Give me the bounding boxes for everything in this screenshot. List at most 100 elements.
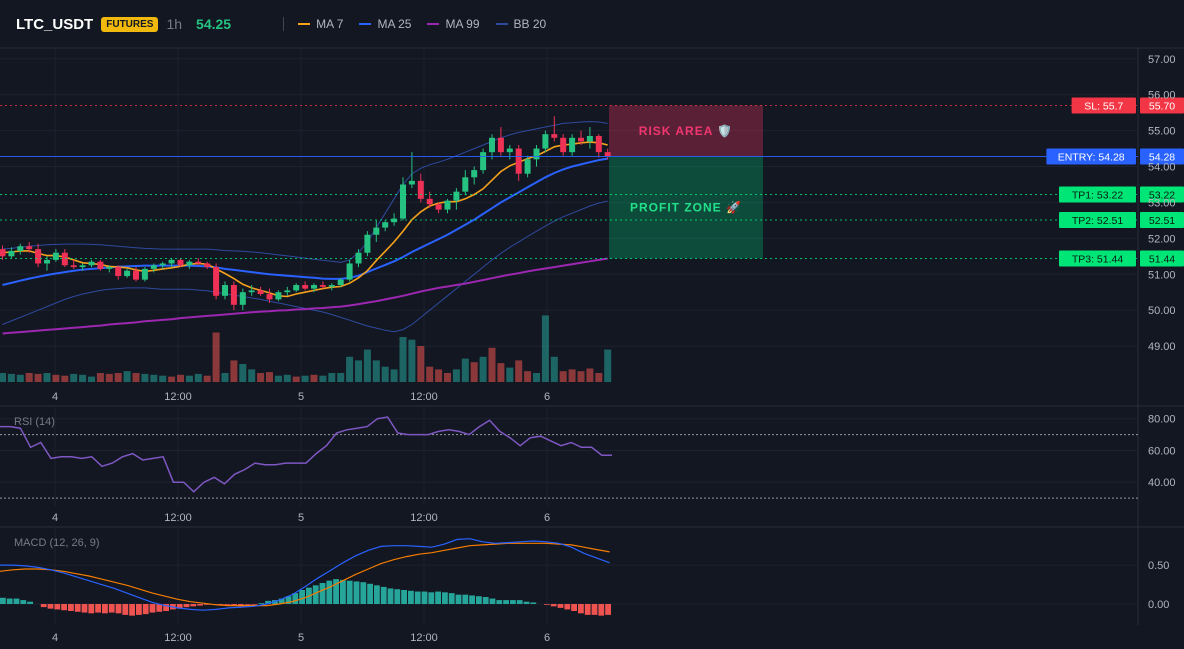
legend-ma7-swatch (298, 23, 311, 25)
volume-layer (0, 315, 612, 382)
macd-line (0, 538, 610, 611)
macd-histogram-bar (353, 581, 360, 604)
price-tick-label: 57.00 (1148, 54, 1176, 66)
level-price-label: 53.22 (1149, 190, 1175, 202)
macd-histogram-bar (190, 604, 197, 607)
candle-body (248, 290, 255, 293)
macd-histogram-bar (523, 601, 530, 604)
candle-body (275, 292, 282, 300)
volume-bar (292, 376, 300, 382)
volume-bar (479, 356, 487, 382)
macd-histogram-bar (503, 600, 509, 604)
volume-bar (577, 371, 585, 382)
macd-histogram-bar (571, 604, 577, 611)
volume-bar (88, 376, 95, 382)
volume-bar (203, 375, 211, 382)
timeframe-label[interactable]: 1h (166, 16, 183, 32)
macd-histogram-bar (380, 586, 387, 604)
macd-histogram-bar (231, 604, 237, 606)
candle-body (44, 259, 50, 264)
candle-body (578, 137, 584, 142)
macd-histogram-bar (74, 604, 81, 612)
volume-bar (230, 360, 238, 382)
macd-histogram-bar (408, 590, 414, 604)
rsi-pane: 80.00 60.00 40.00 RSI (14) (0, 414, 1176, 499)
x-tick-label: 12:00 (164, 391, 192, 403)
macd-histogram-bar (115, 604, 122, 614)
legend-ma99-swatch (427, 23, 440, 25)
bb-upper-line (2, 121, 608, 263)
volume-bar (248, 369, 256, 382)
x-tick-label: 6 (544, 512, 550, 524)
volume-bar (381, 366, 389, 382)
candle-body (79, 265, 86, 268)
candle-body (480, 152, 487, 171)
legend-bb20-swatch (495, 23, 508, 25)
candle-body (417, 180, 424, 199)
volume-bar (132, 373, 140, 382)
legend-ma25-swatch (359, 23, 372, 25)
macd-histogram-bar (557, 604, 564, 608)
macd-histogram-bar (129, 604, 135, 616)
volume-bar (257, 373, 265, 382)
volume-bar (595, 373, 603, 382)
price-tick-label: 53.00 (1148, 197, 1176, 209)
candle-body (586, 135, 593, 142)
candle-body (239, 292, 246, 305)
rsi-tick-label: 40.00 (1148, 477, 1176, 489)
macd-histogram-bar (149, 604, 156, 613)
risk-area-label: RISK AREA 🛡️ (639, 124, 733, 138)
volume-bar (105, 373, 113, 382)
level-price-label: 52.51 (1149, 215, 1175, 227)
macd-histogram-bar (108, 604, 115, 613)
macd-histogram-bar (251, 604, 258, 605)
legend-ma7[interactable]: MA 7 (298, 17, 343, 31)
candle-body (346, 263, 353, 280)
volume-bar (408, 339, 416, 382)
header-divider (283, 17, 285, 31)
candle-body (177, 259, 184, 266)
legend-bb20[interactable]: BB 20 (495, 17, 546, 31)
symbol-name[interactable]: LTC_USDT (16, 15, 94, 33)
x-tick-label: 4 (52, 391, 58, 403)
macd-tick-label: 0.00 (1148, 599, 1169, 611)
candle-body (26, 246, 33, 250)
volume-bar (550, 356, 558, 382)
legend-ma99-label: MA 99 (445, 17, 480, 31)
candle-body (551, 134, 558, 138)
candle-body (462, 177, 469, 192)
legend-ma25-label: MA 25 (377, 17, 412, 31)
macd-histogram-bar (224, 604, 231, 605)
candle-body (560, 137, 567, 153)
candle-body (533, 148, 540, 160)
volume-bar (426, 366, 434, 382)
macd-histogram-bar (217, 604, 224, 605)
macd-histogram-bar (204, 604, 210, 605)
candle-body (453, 191, 460, 201)
candle-body (61, 252, 68, 266)
candle-body (230, 285, 237, 305)
volume-bar (274, 375, 282, 382)
legend-ma99[interactable]: MA 99 (427, 17, 480, 31)
profit-zone-label: PROFIT ZONE 🚀 (630, 200, 742, 214)
macd-histogram-bar (176, 604, 183, 609)
candle-body (115, 267, 122, 277)
macd-histogram-bar (530, 602, 537, 604)
legend-ma25[interactable]: MA 25 (359, 17, 411, 31)
price-tick-label: 49.00 (1148, 341, 1176, 353)
candle-body (569, 137, 576, 153)
macd-histogram-bar (462, 594, 469, 604)
price-tick-label: 56.00 (1148, 90, 1176, 102)
candle-body (97, 261, 104, 269)
volume-bar (7, 373, 15, 382)
macd-histogram-bar (122, 604, 129, 615)
volume-bar (310, 374, 318, 382)
level-price-label: 55.70 (1149, 100, 1175, 112)
macd-histogram-bar (136, 604, 142, 615)
volume-bar (150, 374, 158, 382)
candle-body (373, 227, 380, 235)
level-tag-label: TP2: 52.51 (1072, 215, 1124, 227)
macd-histogram-bar (428, 592, 435, 604)
